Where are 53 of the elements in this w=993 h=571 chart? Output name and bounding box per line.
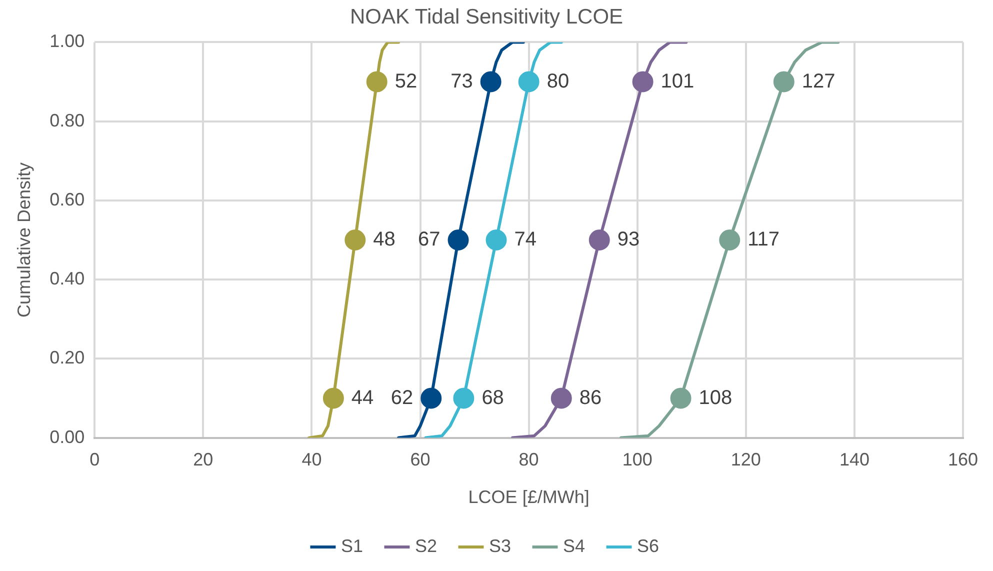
annotation: 44 xyxy=(351,386,374,409)
y-tick-label: 0.60 xyxy=(50,189,85,210)
x-tick-label: 120 xyxy=(730,450,761,470)
point xyxy=(518,71,540,92)
annotation: 117 xyxy=(748,228,780,251)
annotation: 74 xyxy=(514,228,537,251)
annotation: 48 xyxy=(373,228,396,251)
x-tick-label: 20 xyxy=(193,450,214,470)
annotation: 52 xyxy=(394,70,418,92)
y-tick-label: 0.40 xyxy=(50,268,85,289)
point xyxy=(480,71,502,92)
point xyxy=(366,71,388,92)
chart-title: NOAK Tidal Sensitivity LCOE xyxy=(350,5,624,28)
y-tick-label: 1.00 xyxy=(50,31,85,52)
legend-label: S1 xyxy=(340,536,363,556)
annotation: 80 xyxy=(546,70,570,92)
annotation: 108 xyxy=(698,386,732,409)
point xyxy=(322,388,344,409)
point xyxy=(344,230,366,250)
annotation: 73 xyxy=(450,70,473,92)
annotation: 93 xyxy=(617,228,640,251)
y-tick-label: 0.00 xyxy=(50,426,85,447)
point xyxy=(670,388,692,409)
x-axis-title: LCOE [£/MWh] xyxy=(468,487,590,508)
point xyxy=(719,230,740,250)
point xyxy=(486,230,507,250)
annotation: 127 xyxy=(802,70,836,92)
y-axis-title: Cumulative Density xyxy=(14,162,34,318)
legend-label: S4 xyxy=(563,536,586,556)
legend-label: S2 xyxy=(414,536,438,556)
annotation: 101 xyxy=(660,70,694,92)
legend-label: S3 xyxy=(488,536,512,556)
x-tick-label: 60 xyxy=(410,450,430,470)
x-tick-label: 100 xyxy=(622,450,652,470)
y-tick-label: 0.20 xyxy=(50,348,85,368)
x-tick-label: 80 xyxy=(518,450,539,470)
annotation: 68 xyxy=(482,386,504,409)
point xyxy=(420,388,442,409)
point xyxy=(550,388,572,409)
x-tick-label: 40 xyxy=(302,450,322,470)
point xyxy=(588,230,610,250)
annotation: 86 xyxy=(579,386,602,409)
x-tick-label: 0 xyxy=(90,450,100,470)
legend-label: S6 xyxy=(637,536,660,556)
y-tick-label: 0.80 xyxy=(50,110,85,130)
point xyxy=(453,388,474,409)
x-tick-label: 140 xyxy=(839,450,870,470)
point xyxy=(773,71,794,92)
x-tick-label: 160 xyxy=(948,450,978,470)
point xyxy=(448,230,469,250)
point xyxy=(632,71,654,92)
annotation: 67 xyxy=(418,228,440,251)
annotation: 62 xyxy=(390,386,414,409)
